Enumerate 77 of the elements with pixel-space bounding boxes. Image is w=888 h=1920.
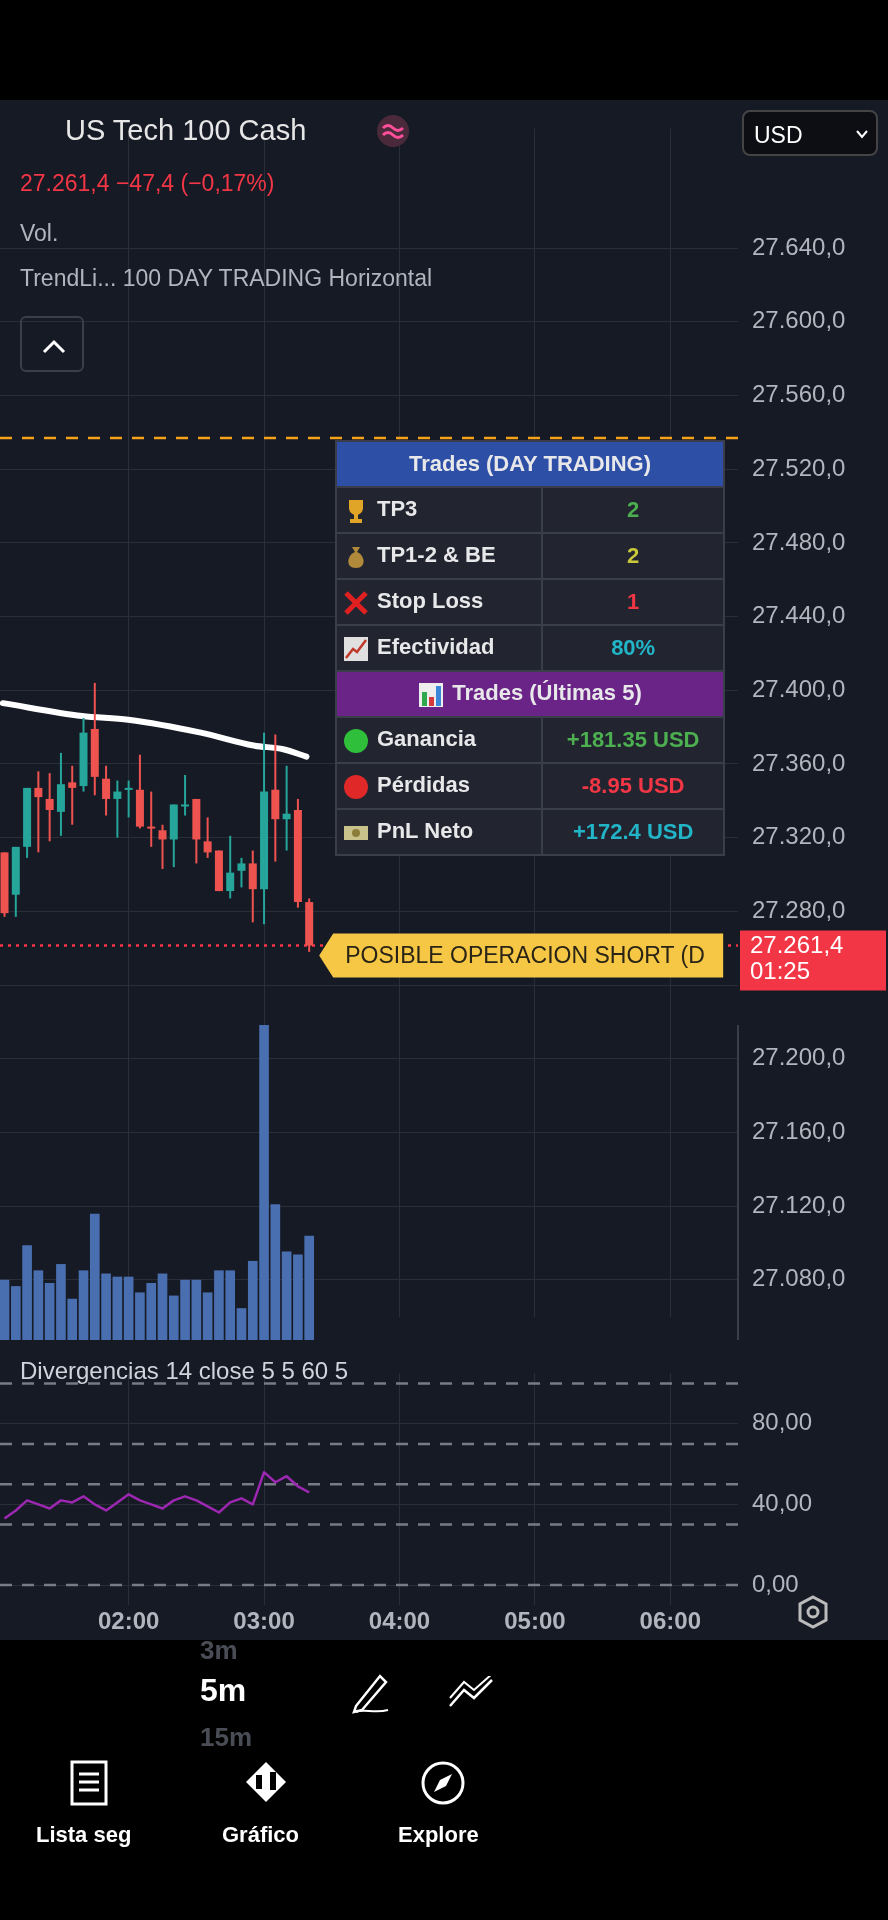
candlestick	[34, 770, 43, 854]
annotation: -8.95 USD	[542, 763, 724, 809]
text: 3m	[200, 1635, 238, 1666]
y-tick-label: 27.560,0	[752, 380, 846, 408]
text: Gráfico	[222, 1822, 300, 1848]
annotation: Ganancia	[377, 726, 477, 752]
bar	[270, 1204, 281, 1340]
annotation: Pérdidas	[377, 772, 470, 798]
y-tick-label: 27.440,0	[752, 601, 846, 629]
text: Explore	[398, 1822, 479, 1848]
candlestick	[68, 764, 77, 826]
y-tick-label: 80,00	[752, 1408, 813, 1436]
bar	[281, 1251, 292, 1340]
candlestick	[113, 779, 122, 839]
annotation: 2	[542, 533, 724, 579]
annotation: Trades (Últimas 5)	[452, 680, 642, 706]
candlestick	[124, 779, 133, 819]
annotation: Trades (DAY TRADING)	[408, 451, 652, 476]
annotation: Efectividad	[377, 634, 495, 660]
x-tick-label: 04:00	[368, 1607, 431, 1635]
candlestick	[102, 764, 111, 817]
annotation: PnL Neto	[377, 818, 474, 844]
candlestick	[237, 856, 246, 889]
chart-title: US Tech 100 Cash	[65, 114, 307, 147]
annotation: Stop Loss	[377, 588, 484, 614]
annotation: +181.35 USD	[542, 717, 724, 763]
candlestick	[158, 823, 167, 870]
bar	[78, 1270, 89, 1340]
annotation: 2	[542, 487, 724, 533]
ref-line-label: 27.261,4 01:25	[750, 931, 844, 985]
y-tick-label: 27.320,0	[752, 822, 846, 850]
bar	[202, 1292, 213, 1340]
bar	[0, 1279, 10, 1340]
y-tick-label: 27.480,0	[752, 527, 846, 555]
y-tick-label: 0,00	[752, 1569, 799, 1597]
y-tick-label: 27.600,0	[752, 306, 846, 334]
candlestick	[181, 774, 190, 817]
annotation: +172.4 USD	[542, 809, 724, 855]
text: 5m	[200, 1672, 247, 1709]
bar	[157, 1273, 168, 1340]
bar	[123, 1276, 134, 1340]
annotation: POSIBLE OPERACION SHORT (D	[345, 941, 705, 968]
annotation: 27.261,4 −47,4 (−0,17%)	[20, 170, 275, 197]
x-tick-label: 05:00	[504, 1607, 566, 1635]
y-tick-label: 27.200,0	[752, 1043, 846, 1071]
text: 15m	[200, 1722, 253, 1753]
annotation: TrendLi... 100 DAY TRADING Horizontal	[20, 265, 433, 292]
chart-title: Vol.	[20, 220, 59, 247]
bar	[191, 1279, 202, 1340]
bar	[33, 1270, 44, 1340]
candlestick	[45, 772, 54, 843]
candlestick	[282, 764, 291, 852]
x-tick-label: 02:00	[97, 1607, 160, 1635]
candlestick	[203, 816, 212, 859]
bar	[112, 1276, 123, 1340]
chart-title: Divergencias 14 close 5 5 60 5	[20, 1357, 349, 1385]
candlestick	[147, 790, 156, 848]
y-tick-label: 27.360,0	[752, 748, 846, 776]
y-tick-label: 27.160,0	[752, 1117, 846, 1145]
y-tick-label: 27.640,0	[752, 232, 846, 260]
x-tick-label: 06:00	[639, 1607, 701, 1635]
x-tick-label: 03:00	[233, 1607, 295, 1635]
bar	[236, 1308, 247, 1340]
y-tick-label: 40,00	[752, 1489, 813, 1517]
annotation: TP1-2 & BE	[377, 542, 496, 568]
text: Lista seg	[36, 1822, 132, 1848]
y-tick-label: 27.280,0	[752, 895, 846, 923]
y-tick-label: 27.120,0	[752, 1190, 846, 1218]
text: USD	[754, 122, 803, 148]
y-tick-label: 27.400,0	[752, 674, 846, 702]
bar	[44, 1282, 55, 1340]
annotation: TP3	[377, 496, 418, 522]
annotation: 1	[542, 579, 724, 625]
annotation: 80%	[542, 625, 724, 671]
y-tick-label: 27.520,0	[752, 453, 846, 481]
candlestick	[226, 834, 235, 900]
y-tick-label: 27.080,0	[752, 1264, 846, 1292]
